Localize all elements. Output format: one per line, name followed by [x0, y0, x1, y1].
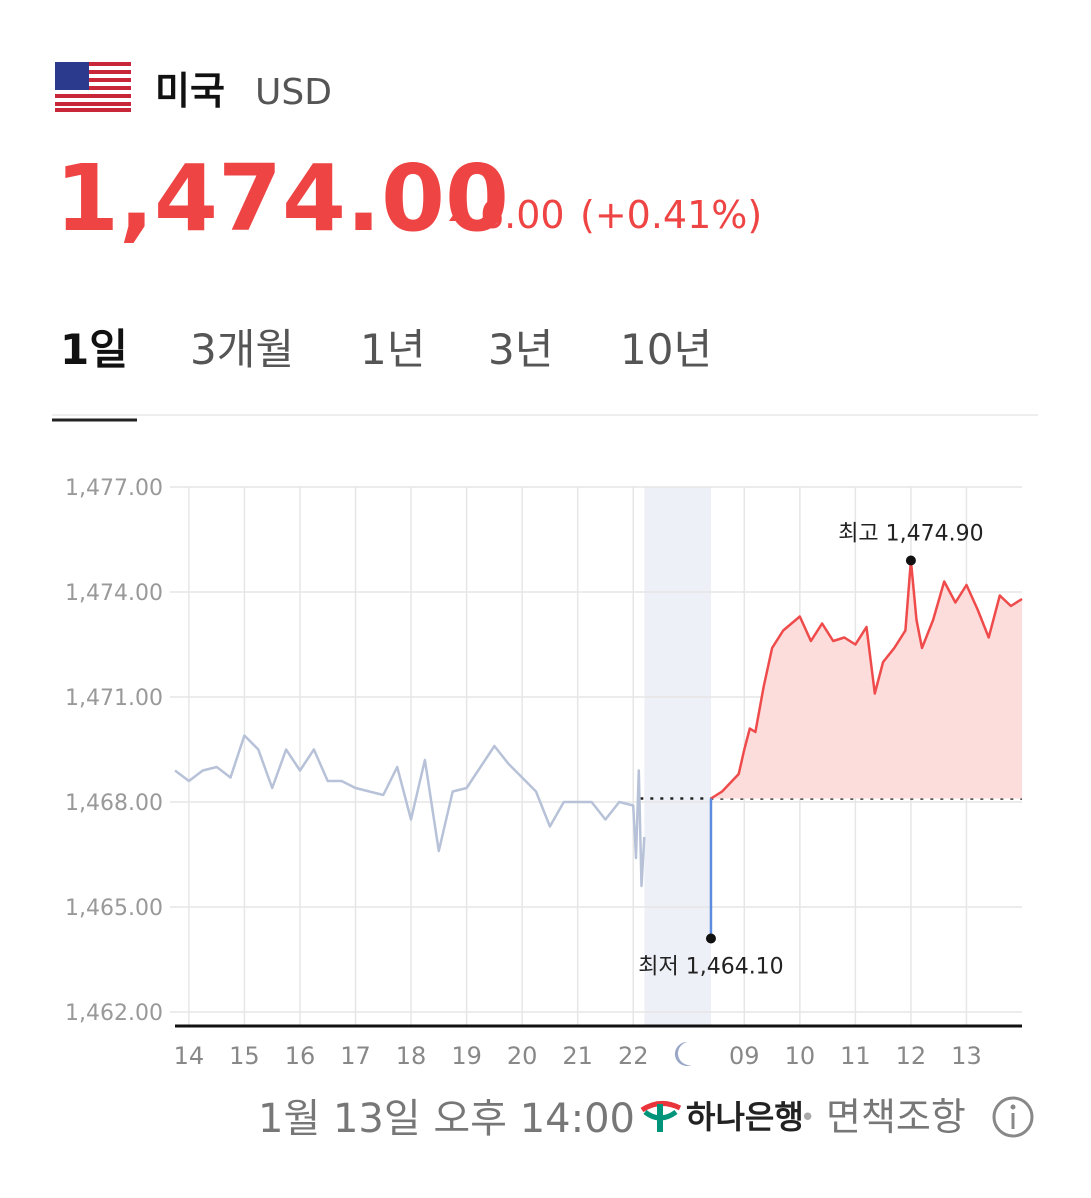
- area: [711, 560, 1022, 799]
- y-tick-label: 1,468.00: [65, 791, 163, 816]
- annotation-label: 최저 1,464.10: [638, 955, 783, 980]
- y-tick-label: 1,471.00: [65, 686, 163, 711]
- annotation-label: 최고 1,474.90: [838, 522, 983, 547]
- line: [710, 559, 1023, 800]
- x-tick-label: 09: [729, 1042, 760, 1070]
- y-tick-label: 1,465.00: [65, 896, 163, 921]
- up-arrow: [449, 205, 471, 221]
- night-band: [644, 487, 711, 1026]
- moon-icon: [674, 1041, 692, 1066]
- chart: 1,462.00 1,465.00 1,468.00 1,471.00 1,474.00…: [65, 476, 1023, 1070]
- x-tick-label: 14: [174, 1042, 205, 1070]
- y-tick-label: 1,474.00: [65, 581, 163, 606]
- x-tick-label: 18: [396, 1042, 427, 1070]
- x-tick-label: 21: [562, 1042, 593, 1070]
- x-tick-label: 16: [285, 1042, 316, 1070]
- bank-logo: [640, 1101, 682, 1132]
- x-tick-label: 15: [229, 1042, 260, 1070]
- tab[interactable]: 10년: [620, 325, 712, 374]
- x-tick-label: 17: [340, 1042, 371, 1070]
- bank-name: 하나은행: [686, 1098, 804, 1136]
- x-tick-label: 10: [785, 1042, 816, 1070]
- disclaimer[interactable]: 면책조항: [826, 1095, 966, 1139]
- change: 6.00: [480, 193, 565, 237]
- x-tick-label: 13: [951, 1042, 982, 1070]
- tab[interactable]: 1일: [60, 325, 128, 374]
- line: [174, 734, 646, 888]
- tab[interactable]: 1년: [360, 325, 425, 374]
- y-tick-label: 1,477.00: [65, 476, 163, 501]
- separator: •: [800, 1103, 815, 1133]
- tab[interactable]: 3개월: [190, 325, 294, 374]
- tabs: 1일 3개월 1년 3년 10년: [60, 325, 712, 374]
- info-icon[interactable]: [992, 1096, 1034, 1138]
- country: 미국: [155, 69, 225, 113]
- y-tick-label: 1,462.00: [65, 1001, 163, 1026]
- currency: USD: [255, 72, 332, 113]
- flag: [55, 62, 131, 112]
- tab[interactable]: 3년: [488, 325, 553, 374]
- change-percent: (+0.41%): [580, 193, 762, 237]
- x-tick-label: 19: [451, 1042, 482, 1070]
- x-tick-label: 22: [618, 1042, 649, 1070]
- x-tick-label: 11: [840, 1042, 871, 1070]
- price: 1,474.00: [55, 145, 509, 252]
- datetime: 1월 13일 오후 14:00: [258, 1096, 635, 1142]
- annotation-dot: [905, 555, 916, 566]
- x-tick-label: 20: [507, 1042, 538, 1070]
- annotation-dot: [705, 933, 716, 944]
- x-tick-label: 12: [896, 1042, 927, 1070]
